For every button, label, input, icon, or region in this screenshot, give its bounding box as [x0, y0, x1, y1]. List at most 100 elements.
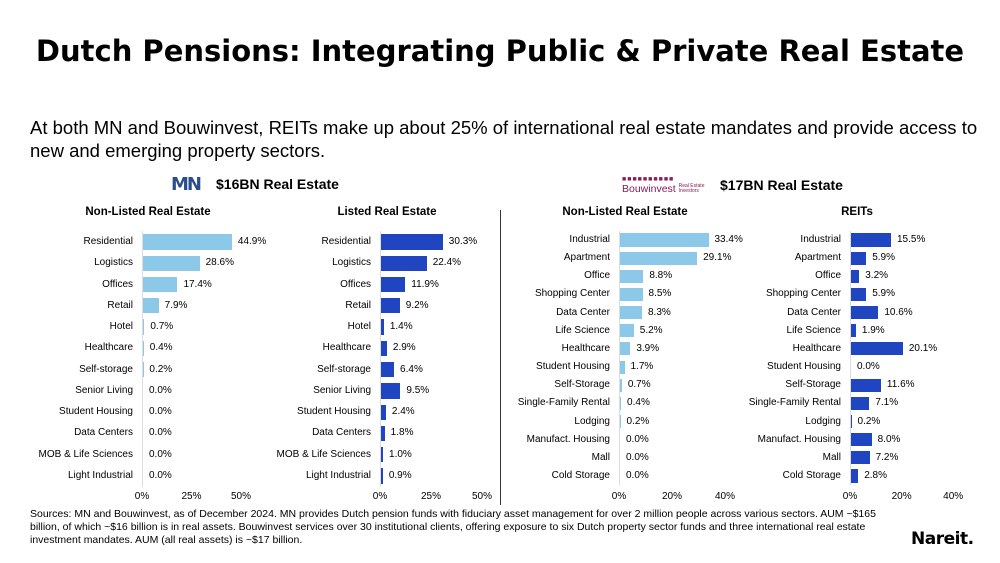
category-label: Data Center [787, 306, 841, 318]
bar [620, 360, 625, 374]
x-tick-label: 0% [372, 491, 388, 502]
data-label: 0.0% [857, 361, 880, 373]
category-label: Industrial [800, 234, 841, 245]
data-label: 8.8% [649, 270, 673, 282]
bar [620, 378, 622, 392]
category-label: Healthcare [561, 342, 610, 354]
bar [143, 276, 178, 293]
bar [851, 269, 860, 283]
subtitle: At both MN and Bouwinvest, REITs make up… [30, 117, 978, 161]
data-label: 1.9% [861, 324, 885, 336]
category-label: MOB & Life Sciences [38, 448, 133, 460]
bar [381, 255, 427, 271]
mn-header: $16BN Real Estate [216, 176, 339, 192]
bar [851, 433, 872, 447]
data-label: 0.2% [857, 415, 881, 427]
data-label: 2.8% [864, 470, 888, 481]
category-label: Hotel [109, 321, 133, 333]
bar [851, 287, 867, 301]
category-label: Office [815, 270, 841, 282]
bar [381, 319, 384, 335]
bar [851, 415, 852, 429]
footnote: Sources: MN and Bouwinvest, as of Decemb… [30, 508, 876, 546]
bar [381, 383, 401, 399]
category-label: Industrial [569, 234, 610, 245]
category-label: Residential [83, 236, 133, 247]
bar [620, 306, 642, 320]
data-label: 20.1% [908, 342, 938, 354]
category-label: Healthcare [322, 342, 371, 354]
category-label: Healthcare [84, 342, 133, 354]
data-label: 0.0% [149, 448, 172, 460]
category-label: Life Science [786, 324, 841, 336]
bar [143, 340, 144, 357]
category-label: Single-Family Rental [517, 397, 610, 409]
data-label: 0.4% [627, 397, 650, 409]
data-label: 0.0% [626, 470, 649, 481]
data-label: 8.5% [648, 288, 672, 300]
category-label: Hotel [347, 321, 371, 333]
nareit-logo: Nareit. [911, 529, 974, 549]
bar [620, 287, 643, 301]
category-label: Logistics [94, 257, 133, 269]
x-tick-label: 25% [420, 491, 441, 502]
category-label: Residential [321, 236, 371, 247]
data-label: 22.4% [432, 257, 462, 269]
bar [851, 306, 879, 320]
category-label: Data Centers [312, 427, 371, 439]
bar [381, 298, 400, 314]
axis-line [380, 231, 381, 487]
bar [620, 233, 709, 247]
data-label: 0.0% [626, 451, 649, 463]
axis-line [142, 231, 143, 487]
data-label: 0.7% [627, 379, 651, 391]
x-tick-label: 0% [134, 491, 150, 502]
chart-title: Listed Real Estate [337, 206, 437, 218]
data-label: 6.4% [400, 363, 423, 375]
data-label: 30.3% [448, 236, 478, 247]
category-label: Self-storage [317, 363, 371, 375]
chart-title: Non-Listed Real Estate [562, 206, 688, 218]
category-label: Light Industrial [67, 470, 133, 481]
bar [381, 404, 386, 420]
bar [851, 469, 859, 483]
axis-line [850, 230, 851, 486]
bar [620, 324, 634, 338]
bar [620, 396, 622, 410]
category-label: Mall [591, 451, 610, 463]
category-label: Self-Storage [785, 379, 841, 391]
data-label: 8.3% [647, 306, 671, 318]
x-tick-label: 0% [842, 491, 858, 502]
data-label: 0.2% [149, 363, 173, 375]
data-label: 1.0% [389, 448, 412, 460]
category-label: Logistics [332, 257, 371, 269]
category-label: Shopping Center [765, 288, 841, 300]
category-label: Student Housing [536, 361, 610, 373]
category-label: Office [584, 270, 610, 282]
mn-logo: MN [171, 174, 202, 195]
data-label: 11.9% [411, 278, 439, 290]
data-label: 0.0% [626, 433, 649, 445]
data-label: 28.6% [205, 257, 234, 269]
data-label: 7.2% [875, 451, 899, 463]
data-label: 2.9% [392, 342, 416, 354]
data-label: 11.6% [886, 379, 915, 391]
data-label: 0.0% [149, 384, 172, 396]
bar [851, 451, 870, 465]
data-label: 44.9% [237, 236, 267, 247]
category-label: Data Center [556, 306, 610, 318]
chart-title: REITs [841, 206, 873, 218]
category-label: Retail [107, 299, 133, 311]
category-label: Manufact. Housing [526, 433, 610, 445]
data-label: 0.0% [149, 470, 172, 481]
data-label: 0.4% [149, 342, 173, 354]
category-label: Senior Living [75, 384, 133, 396]
category-label: Light Industrial [305, 470, 371, 481]
bar [851, 233, 891, 247]
data-label: 7.1% [875, 397, 899, 409]
axis-line [619, 230, 620, 486]
data-label: 3.9% [636, 342, 660, 354]
data-label: 3.2% [865, 270, 889, 282]
category-label: Mall [822, 451, 841, 463]
